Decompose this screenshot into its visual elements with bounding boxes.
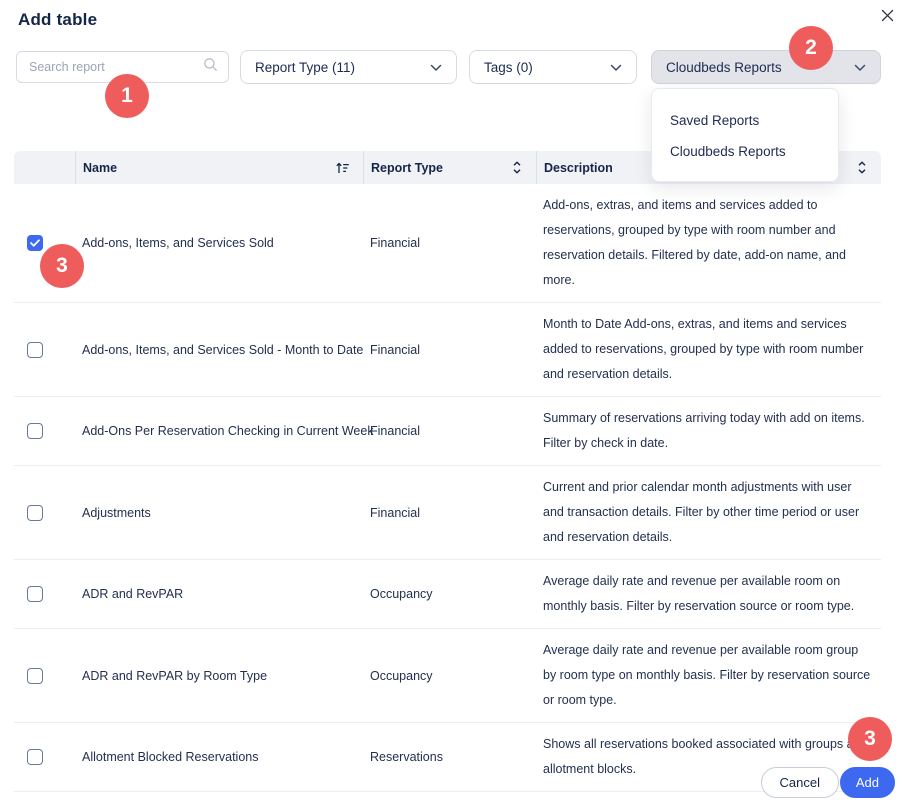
report-type: Financial	[370, 424, 421, 438]
annotation-badge-1: 1	[105, 74, 149, 118]
table-body: Add-ons, Items, and Services Sold Financ…	[14, 184, 881, 792]
menu-item-saved-reports[interactable]: Saved Reports	[670, 113, 760, 128]
report-description: Average daily rate and revenue per avail…	[543, 574, 855, 613]
row-checkbox[interactable]	[27, 667, 43, 684]
search-input[interactable]	[29, 60, 203, 74]
header-report-type[interactable]: Report Type	[363, 151, 536, 184]
table-row: Add-Ons Per Reservation Checking in Curr…	[14, 397, 881, 466]
report-name: ADR and RevPAR	[82, 587, 184, 601]
reports-table: Name Report Type Description	[14, 151, 881, 792]
report-description: Shows all reservations booked associated…	[543, 737, 868, 776]
table-row: Add-ons, Items, and Services Sold - Mont…	[14, 303, 881, 397]
report-type: Occupancy	[370, 587, 433, 601]
report-name: ADR and RevPAR by Room Type	[82, 668, 268, 683]
header-checkbox-column	[14, 151, 75, 184]
header-name-label: Name	[83, 160, 118, 175]
report-name: Add-ons, Items, and Services Sold	[82, 236, 274, 250]
add-button[interactable]: Add	[839, 767, 895, 798]
report-description: Average daily rate and revenue per avail…	[543, 643, 871, 707]
report-type-dropdown[interactable]: Report Type (11)	[240, 50, 457, 84]
report-source-dropdown-label: Cloudbeds Reports	[666, 59, 782, 75]
report-description: Summary of reservations arriving today w…	[543, 411, 865, 450]
annotation-badge-2: 2	[789, 26, 833, 70]
close-icon	[881, 9, 894, 27]
report-description: Month to Date Add-ons, extras, and items…	[543, 317, 864, 381]
report-type-dropdown-label: Report Type (11)	[255, 59, 356, 75]
annotation-badge-3-checkbox: 3	[40, 244, 84, 288]
chevron-down-icon	[430, 60, 442, 75]
report-description: Add-ons, extras, and items and services …	[543, 198, 846, 287]
header-name[interactable]: Name	[75, 151, 363, 184]
row-checkbox[interactable]	[27, 749, 43, 765]
report-type: Financial	[370, 505, 421, 520]
header-description-label: Description	[544, 160, 613, 175]
search-icon	[203, 57, 218, 77]
row-checkbox[interactable]	[27, 504, 43, 521]
tags-dropdown-label: Tags (0)	[484, 59, 533, 75]
cancel-button[interactable]: Cancel	[760, 767, 839, 798]
sort-both-icon	[511, 160, 523, 175]
report-type: Occupancy	[370, 668, 433, 683]
page-title: Add table	[18, 10, 98, 29]
header-report-type-label: Report Type	[371, 160, 443, 175]
close-button[interactable]	[876, 7, 898, 29]
report-source-menu: Saved Reports Cloudbeds Reports	[651, 88, 839, 182]
report-source-dropdown[interactable]: Cloudbeds Reports	[651, 50, 881, 84]
row-checkbox[interactable]	[27, 235, 43, 251]
report-description: Current and prior calendar month adjustm…	[543, 480, 860, 544]
row-checkbox[interactable]	[27, 586, 43, 602]
report-type: Financial	[370, 236, 421, 250]
chevron-down-icon	[854, 60, 866, 75]
row-checkbox[interactable]	[27, 341, 43, 358]
report-type: Reservations	[370, 750, 443, 764]
table-row: ADR and RevPAR by Room Type Occupancy Av…	[14, 629, 881, 723]
report-name: Adjustments	[82, 505, 151, 520]
sort-both-icon	[856, 160, 868, 175]
tags-dropdown[interactable]: Tags (0)	[469, 50, 637, 84]
table-row: ADR and RevPAR Occupancy Average daily r…	[14, 560, 881, 629]
report-name: Allotment Blocked Reservations	[82, 750, 259, 764]
header-description[interactable]: Description	[536, 151, 881, 184]
chevron-down-icon	[610, 60, 622, 75]
report-name: Add-Ons Per Reservation Checking in Curr…	[82, 424, 374, 438]
annotation-badge-3-add: 3	[848, 717, 892, 761]
row-checkbox[interactable]	[27, 423, 43, 439]
table-row: Allotment Blocked Reservations Reservati…	[14, 723, 881, 792]
report-name: Add-ons, Items, and Services Sold - Mont…	[82, 342, 364, 357]
report-type: Financial	[370, 342, 421, 357]
table-row: Adjustments Financial Current and prior …	[14, 466, 881, 560]
sort-ascending-icon	[335, 161, 350, 175]
menu-item-cloudbeds-reports[interactable]: Cloudbeds Reports	[670, 144, 786, 159]
table-row: Add-ons, Items, and Services Sold Financ…	[14, 184, 881, 303]
